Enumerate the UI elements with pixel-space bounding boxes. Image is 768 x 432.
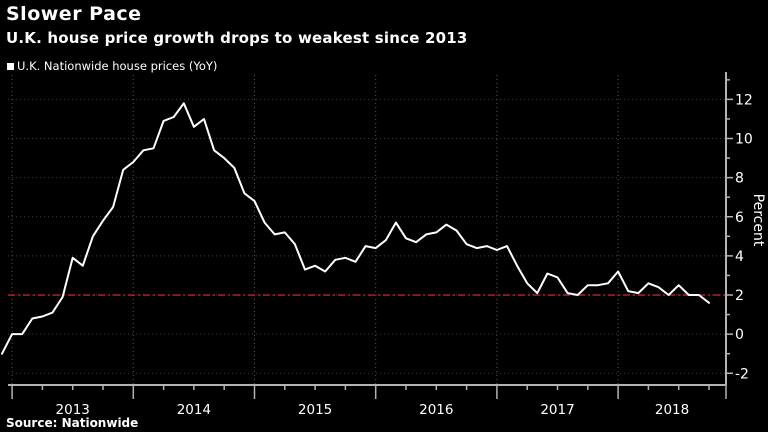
price-line [1, 102, 710, 355]
legend-label: U.K. Nationwide house prices (YoY) [17, 59, 218, 73]
legend: U.K. Nationwide house prices (YoY) [7, 59, 217, 73]
source-attribution: Source: Nationwide [6, 416, 139, 430]
y-tick-label: -2 [735, 366, 749, 382]
chart-subtitle: U.K. house price growth drops to weakest… [6, 29, 468, 47]
y-tick-label: 6 [735, 210, 744, 226]
y-tick-label: 0 [735, 327, 744, 343]
y-tick-label: 8 [735, 171, 744, 187]
y-axis-title: Percent [750, 194, 766, 247]
y-tick-label: 2 [735, 288, 744, 304]
x-tick-label: 2013 [56, 402, 90, 418]
x-tick-label: 2018 [655, 402, 689, 418]
x-tick-label: 2014 [177, 402, 211, 418]
y-tick-label: 4 [735, 249, 744, 265]
y-tick-label: 12 [735, 92, 753, 108]
x-tick-label: 2015 [298, 402, 332, 418]
x-tick-label: 2017 [540, 402, 574, 418]
x-tick-label: 2016 [419, 402, 453, 418]
chart-title: Slower Pace [6, 3, 142, 25]
legend-square-icon [7, 62, 14, 70]
y-tick-label: 10 [735, 132, 753, 148]
